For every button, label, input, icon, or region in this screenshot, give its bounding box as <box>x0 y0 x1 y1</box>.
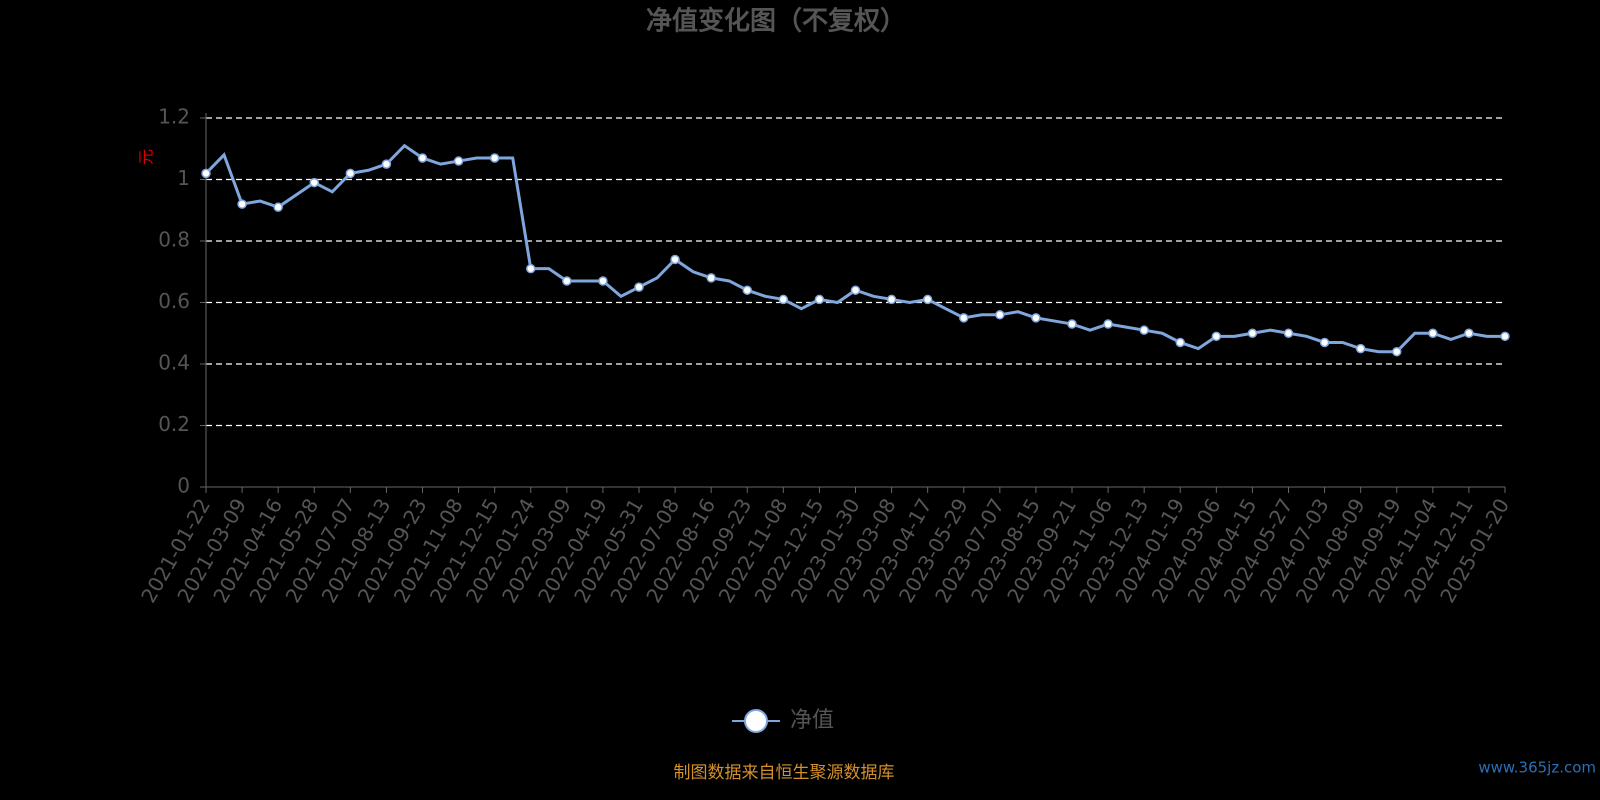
point-marker <box>381 159 392 169</box>
point-marker <box>1139 325 1149 335</box>
point-marker <box>995 310 1005 320</box>
point-marker <box>886 294 897 305</box>
point-marker <box>1031 313 1041 323</box>
y-tick-label: 0.8 <box>158 228 190 252</box>
y-tick-label: 0.2 <box>158 412 190 436</box>
point-marker <box>526 263 536 274</box>
point-marker <box>237 199 247 209</box>
point-marker <box>453 156 464 166</box>
point-marker <box>345 168 356 179</box>
point-marker <box>634 282 644 292</box>
point-marker <box>1067 319 1077 329</box>
point-marker <box>201 168 211 179</box>
y-tick-label: 1.2 <box>158 105 190 129</box>
legend-label: 净值 <box>790 708 834 733</box>
y-axis-unit: 元 <box>137 149 156 165</box>
y-tick-label: 0.4 <box>158 351 190 375</box>
y-tick-label: 1 <box>177 166 190 190</box>
point-marker <box>417 153 428 163</box>
source-note: 制图数据来自恒生聚源数据库 <box>674 763 895 783</box>
point-marker <box>1283 328 1294 338</box>
point-marker <box>850 285 861 295</box>
point-marker <box>670 254 680 265</box>
point-marker <box>778 294 789 305</box>
point-marker <box>1247 328 1258 338</box>
y-tick-label: 0.6 <box>158 289 190 313</box>
point-marker <box>1103 319 1113 329</box>
point-marker <box>489 153 500 163</box>
point-marker <box>1392 346 1402 357</box>
legend-marker <box>744 709 768 733</box>
point-marker <box>1500 331 1510 342</box>
point-marker <box>1211 331 1222 342</box>
point-marker <box>1464 328 1474 338</box>
point-marker <box>1319 337 1330 348</box>
point-marker <box>706 273 716 283</box>
point-marker <box>598 276 608 286</box>
point-marker <box>1428 328 1438 338</box>
point-marker <box>959 313 969 323</box>
watermark: www.365jz.com <box>1478 759 1596 777</box>
y-tick-label: 0 <box>177 474 190 498</box>
point-marker <box>273 202 283 212</box>
point-marker <box>562 276 572 286</box>
point-marker <box>1175 337 1185 348</box>
point-marker <box>309 177 319 188</box>
chart-title: 净值变化图（不复权） <box>646 6 906 37</box>
point-marker <box>1355 343 1366 354</box>
point-marker <box>922 294 933 305</box>
point-marker <box>742 285 752 295</box>
point-marker <box>814 294 825 305</box>
